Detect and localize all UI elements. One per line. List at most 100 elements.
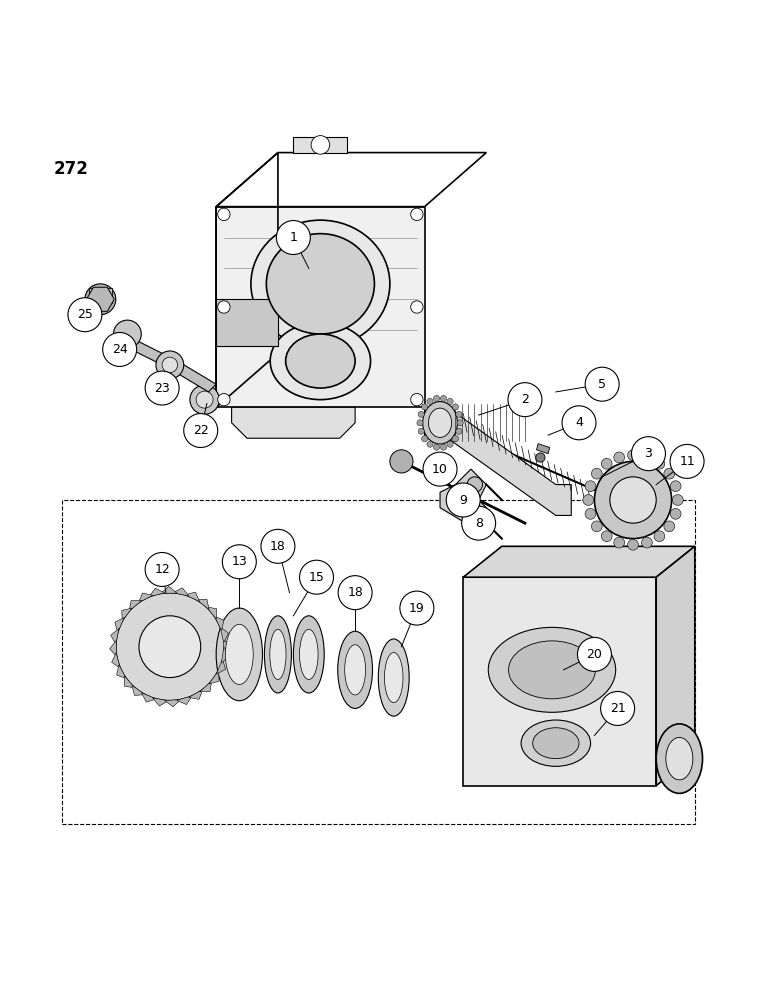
Ellipse shape: [509, 641, 595, 699]
Ellipse shape: [656, 724, 703, 793]
Circle shape: [222, 545, 256, 579]
Polygon shape: [138, 593, 153, 603]
Circle shape: [654, 531, 665, 542]
Polygon shape: [132, 685, 145, 695]
Circle shape: [338, 576, 372, 610]
Circle shape: [664, 521, 675, 532]
Circle shape: [103, 332, 137, 366]
Ellipse shape: [251, 220, 390, 348]
Ellipse shape: [264, 616, 291, 693]
Circle shape: [218, 208, 230, 221]
Polygon shape: [124, 338, 216, 392]
Polygon shape: [177, 696, 192, 705]
Text: 25: 25: [77, 308, 93, 321]
Polygon shape: [149, 588, 164, 597]
Circle shape: [585, 481, 596, 492]
Text: 5: 5: [598, 378, 606, 391]
Circle shape: [585, 367, 619, 401]
Text: 24: 24: [112, 343, 127, 356]
Circle shape: [455, 411, 462, 417]
Polygon shape: [141, 693, 157, 702]
Polygon shape: [440, 469, 494, 531]
Circle shape: [113, 320, 141, 348]
Circle shape: [562, 406, 596, 440]
Text: 13: 13: [232, 555, 247, 568]
Polygon shape: [216, 299, 278, 346]
Ellipse shape: [665, 737, 692, 780]
Text: 22: 22: [193, 424, 208, 437]
Circle shape: [417, 420, 423, 426]
Polygon shape: [196, 599, 209, 610]
Ellipse shape: [225, 624, 253, 685]
Ellipse shape: [533, 728, 579, 759]
Polygon shape: [293, 137, 347, 153]
Polygon shape: [86, 287, 114, 311]
Ellipse shape: [300, 629, 318, 679]
Circle shape: [68, 298, 102, 332]
Ellipse shape: [190, 385, 219, 414]
Circle shape: [311, 136, 330, 154]
Polygon shape: [209, 671, 219, 684]
Polygon shape: [656, 546, 695, 786]
Ellipse shape: [422, 402, 457, 444]
Polygon shape: [463, 546, 695, 577]
Circle shape: [261, 529, 295, 563]
Circle shape: [418, 411, 425, 417]
Polygon shape: [89, 288, 112, 303]
Polygon shape: [129, 601, 142, 611]
Circle shape: [411, 393, 423, 406]
Text: 11: 11: [679, 455, 695, 468]
Circle shape: [583, 495, 594, 505]
Polygon shape: [463, 577, 656, 786]
Text: 272: 272: [54, 160, 89, 178]
Polygon shape: [188, 689, 203, 699]
Circle shape: [441, 395, 447, 402]
Circle shape: [628, 450, 638, 461]
Ellipse shape: [337, 631, 372, 708]
Circle shape: [601, 691, 635, 725]
Polygon shape: [117, 665, 127, 679]
Polygon shape: [153, 698, 168, 706]
Polygon shape: [110, 629, 119, 644]
Circle shape: [577, 637, 611, 671]
Circle shape: [585, 508, 596, 519]
Circle shape: [85, 284, 116, 315]
Polygon shape: [537, 444, 550, 454]
Circle shape: [452, 404, 459, 410]
Text: 19: 19: [409, 602, 425, 615]
Circle shape: [467, 477, 482, 492]
Polygon shape: [110, 640, 117, 657]
Circle shape: [422, 404, 428, 410]
Circle shape: [427, 398, 433, 404]
Ellipse shape: [293, 616, 324, 693]
Circle shape: [631, 437, 665, 471]
Circle shape: [457, 420, 463, 426]
Circle shape: [400, 591, 434, 625]
Ellipse shape: [594, 461, 672, 539]
Polygon shape: [206, 607, 217, 619]
Polygon shape: [223, 639, 230, 655]
Polygon shape: [161, 586, 177, 593]
Polygon shape: [173, 588, 189, 596]
Ellipse shape: [139, 616, 201, 678]
Circle shape: [447, 441, 453, 447]
Circle shape: [642, 452, 652, 463]
Text: 4: 4: [575, 416, 583, 429]
Text: 2: 2: [521, 393, 529, 406]
Circle shape: [145, 552, 179, 586]
Ellipse shape: [610, 477, 656, 523]
Polygon shape: [122, 608, 132, 621]
Ellipse shape: [270, 629, 286, 679]
Circle shape: [672, 495, 683, 505]
Circle shape: [447, 398, 453, 404]
Polygon shape: [124, 676, 135, 688]
Text: 10: 10: [432, 463, 448, 476]
Circle shape: [670, 481, 681, 492]
Circle shape: [446, 483, 480, 517]
Text: 8: 8: [475, 517, 482, 530]
Polygon shape: [215, 616, 224, 631]
Text: 12: 12: [154, 563, 170, 576]
Ellipse shape: [378, 639, 409, 716]
Circle shape: [162, 357, 178, 373]
Circle shape: [423, 452, 457, 486]
